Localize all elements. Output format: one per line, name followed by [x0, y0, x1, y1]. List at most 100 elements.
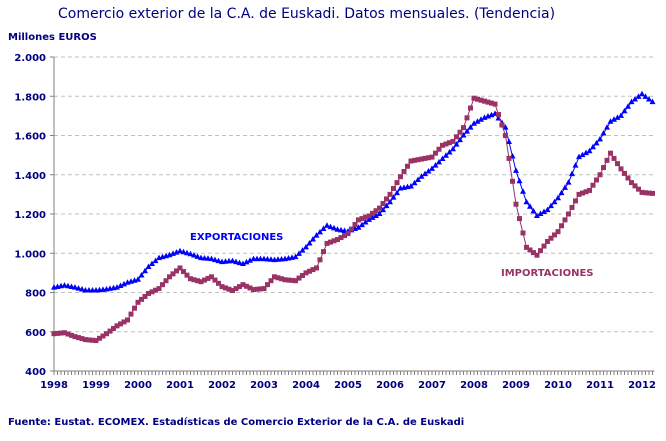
x-tick-label: 2000 — [124, 380, 152, 391]
x-tick-label: 2011 — [586, 380, 614, 391]
export-marker — [425, 167, 432, 174]
import-marker — [142, 293, 148, 299]
import-marker — [212, 277, 218, 283]
import-marker — [643, 190, 648, 196]
export-marker — [530, 207, 537, 214]
export-marker — [411, 179, 418, 186]
import-marker — [184, 272, 190, 278]
export-marker — [180, 248, 187, 255]
import-marker — [513, 201, 519, 207]
export-marker — [600, 130, 607, 136]
import-marker — [139, 296, 144, 302]
export-marker — [544, 206, 551, 213]
import-marker — [125, 317, 130, 323]
import-marker — [118, 321, 123, 327]
export-marker — [474, 118, 481, 124]
export-marker — [453, 141, 460, 147]
import-marker — [471, 95, 477, 101]
import-marker — [163, 278, 169, 284]
import-marker — [534, 252, 540, 258]
import-marker — [254, 286, 260, 292]
series-label-importaciones: IMPORTACIONES — [501, 268, 594, 279]
export-marker — [79, 286, 85, 292]
export-marker — [306, 239, 313, 246]
x-tick-label: 2007 — [418, 380, 446, 391]
import-marker — [100, 333, 106, 339]
import-marker — [338, 235, 344, 241]
export-marker — [418, 173, 425, 179]
import-marker — [258, 286, 263, 292]
export-marker — [534, 212, 540, 218]
x-tick-label: 2005 — [334, 380, 362, 391]
export-marker — [327, 223, 334, 230]
export-marker — [436, 158, 442, 165]
import-marker — [209, 274, 214, 280]
import-marker — [363, 214, 368, 220]
import-marker — [72, 334, 78, 340]
import-marker — [345, 231, 351, 237]
import-marker — [300, 272, 305, 278]
import-marker — [524, 244, 529, 250]
import-marker — [517, 216, 522, 222]
import-marker — [244, 283, 249, 289]
import-marker — [583, 189, 589, 195]
y-tick-label: 1.000 — [14, 249, 46, 260]
import-marker — [436, 146, 442, 152]
import-marker — [443, 141, 449, 147]
export-marker — [597, 135, 603, 142]
export-marker — [145, 263, 152, 269]
export-marker — [324, 222, 330, 228]
import-marker — [247, 285, 253, 291]
export-marker — [373, 212, 379, 218]
import-marker — [79, 336, 85, 342]
export-marker — [614, 114, 621, 120]
x-tick-label: 2002 — [208, 380, 236, 391]
import-marker — [268, 278, 274, 284]
import-marker — [223, 285, 228, 291]
import-marker — [356, 217, 361, 223]
export-marker — [408, 183, 414, 189]
export-marker — [562, 184, 568, 190]
import-marker — [149, 289, 155, 295]
import-marker — [181, 269, 186, 275]
export-marker — [65, 282, 71, 289]
export-marker — [628, 98, 635, 105]
export-marker — [149, 260, 155, 267]
import-marker — [251, 287, 256, 293]
export-marker — [569, 170, 575, 177]
import-marker — [51, 331, 57, 337]
export-marker — [422, 170, 428, 177]
import-marker — [478, 97, 484, 103]
import-marker — [191, 277, 197, 283]
export-marker — [299, 247, 306, 253]
import-marker — [639, 189, 645, 195]
export-marker — [607, 118, 614, 124]
series-label-exportaciones: EXPORTACIONES — [190, 232, 283, 243]
import-marker — [538, 248, 543, 254]
x-tick-label: 2003 — [250, 380, 278, 391]
export-marker — [446, 149, 453, 155]
export-marker — [313, 232, 320, 238]
import-marker — [359, 216, 365, 222]
import-marker — [527, 247, 533, 253]
import-marker — [545, 238, 550, 244]
import-marker — [482, 98, 487, 104]
import-marker — [552, 232, 557, 238]
import-marker — [272, 274, 277, 280]
export-marker — [229, 257, 236, 264]
y-axis-label: Millones EUROS — [8, 32, 97, 43]
import-marker — [55, 330, 60, 336]
import-marker — [632, 183, 638, 189]
export-marker — [593, 139, 600, 146]
import-marker — [461, 125, 466, 131]
import-marker — [496, 112, 501, 118]
import-marker — [401, 168, 407, 174]
import-marker — [265, 282, 270, 288]
export-marker — [215, 257, 222, 264]
export-marker — [138, 271, 145, 278]
import-marker — [394, 180, 400, 186]
export-marker — [355, 224, 362, 230]
export-marker — [439, 155, 446, 162]
export-marker — [135, 276, 141, 282]
